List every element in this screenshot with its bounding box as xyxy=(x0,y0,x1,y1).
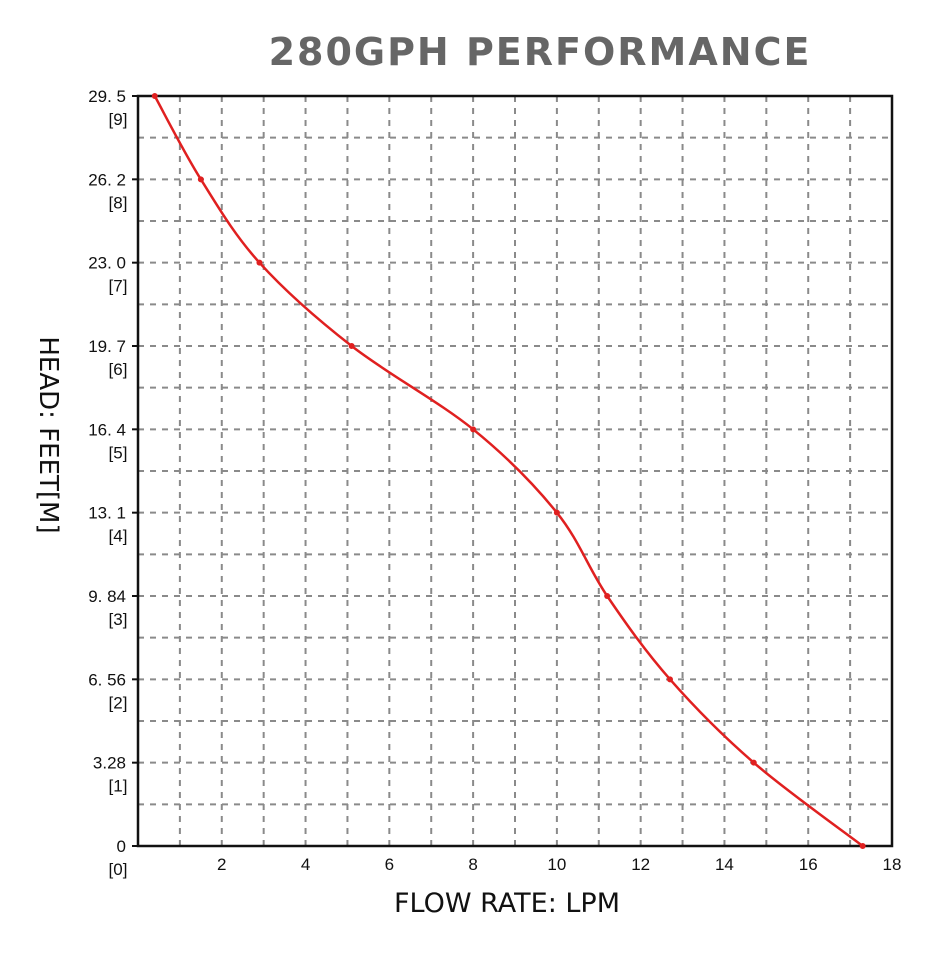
x-tick-label: 14 xyxy=(715,855,734,874)
series-line xyxy=(153,95,864,847)
y-tick-label-feet: 29. 5 xyxy=(88,87,126,106)
y-tick-label-feet: 19. 7 xyxy=(88,337,126,356)
grid-lines xyxy=(138,96,892,846)
y-tick-label-feet: 26. 2 xyxy=(88,170,126,189)
x-axis-label: FLOW RATE: LPM xyxy=(393,888,621,919)
data-point xyxy=(553,509,560,516)
y-tick-label-feet: 0 xyxy=(117,837,126,856)
data-point xyxy=(470,426,477,433)
y-tick-label-feet: 23. 0 xyxy=(88,254,126,273)
plot-frame xyxy=(136,94,894,848)
y-tick-label-feet: 3.28 xyxy=(93,754,126,773)
y-tick-label-meters: [2] xyxy=(109,693,128,712)
data-point xyxy=(604,593,611,599)
y-tick-label-meters: [6] xyxy=(109,360,128,379)
y-tick-label-feet: 6. 56 xyxy=(88,670,126,689)
x-tick-label: 12 xyxy=(631,855,650,874)
y-tick-label-feet: 16. 4 xyxy=(88,420,126,439)
data-point xyxy=(256,259,263,266)
y-tick-label-meters: [9] xyxy=(109,110,128,129)
x-tick-label: 10 xyxy=(547,855,566,874)
y-tick-label-meters: [7] xyxy=(109,277,128,296)
data-point xyxy=(197,176,204,183)
y-tick-labels: 0 [0] 3.28 [1] 6. 56 [2] 9. 84 [3] 13. 1 [4] 16. 4… xyxy=(88,87,138,879)
x-tick-labels: 2 4 6 8 10 12 14 16 18 xyxy=(217,855,901,874)
y-tick-label-meters: [4] xyxy=(109,527,128,546)
data-points xyxy=(151,93,866,849)
x-tick-label: 8 xyxy=(468,855,477,874)
x-tick-label: 4 xyxy=(301,855,310,874)
y-tick-label-meters: [3] xyxy=(109,610,128,629)
data-point xyxy=(348,343,355,349)
data-point xyxy=(151,93,158,99)
y-tick-label-feet: 13. 1 xyxy=(88,504,126,523)
chart-title: 280GPH PERFORMANCE xyxy=(268,30,812,74)
y-tick-label-meters: [0] xyxy=(109,860,128,879)
x-tick-label: 6 xyxy=(385,855,394,874)
y-tick-label-meters: [1] xyxy=(109,777,128,796)
x-tick-label: 2 xyxy=(217,855,226,874)
y-axis-label: HEAD: FEET[M] xyxy=(33,336,63,534)
y-tick-label-meters: [8] xyxy=(109,193,128,212)
data-point xyxy=(666,676,673,683)
y-tick-label-feet: 9. 84 xyxy=(88,587,126,606)
data-point xyxy=(750,759,757,766)
x-tick-label: 16 xyxy=(799,855,818,874)
y-tick-label-meters: [5] xyxy=(109,443,128,462)
data-point xyxy=(859,843,866,849)
x-tick-label: 18 xyxy=(883,855,902,874)
